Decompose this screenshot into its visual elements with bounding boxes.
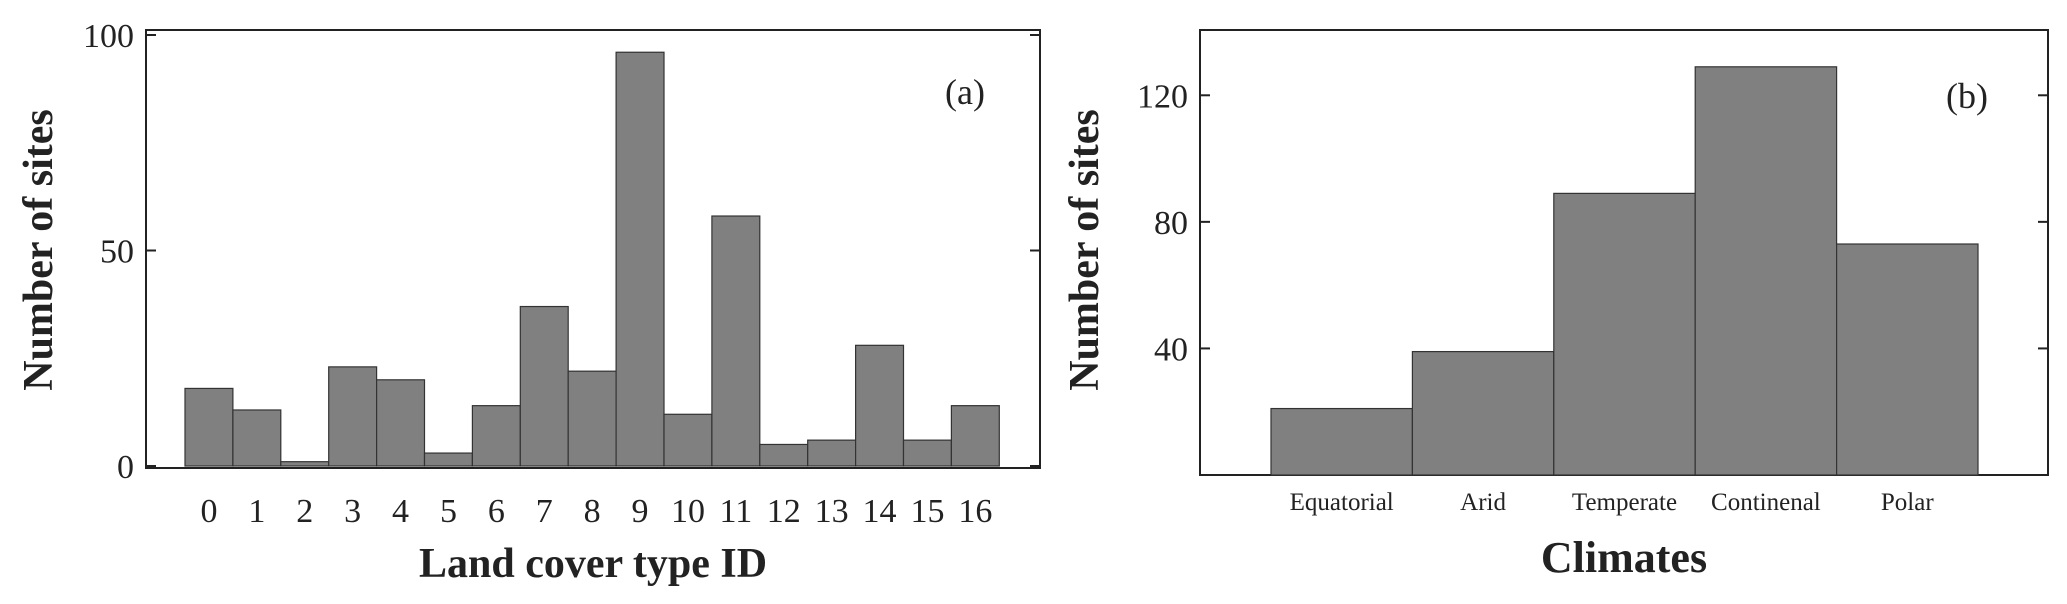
x-ticks-group-a: 0 1 2 3 4 5 6 7 8 9 10 11 12 13 14 15 16 bbox=[200, 493, 992, 530]
bar-a-12 bbox=[759, 443, 809, 467]
x-tick-label-a-2: 2 bbox=[296, 493, 313, 530]
bar-a-13 bbox=[807, 439, 857, 467]
plot-frame-a bbox=[145, 29, 1041, 469]
bar-a-9 bbox=[615, 51, 665, 467]
x-tick-label-a-16: 16 bbox=[958, 493, 992, 530]
panel-label-b: (b) bbox=[1946, 76, 1988, 116]
x-tick-label-a-13: 13 bbox=[815, 493, 849, 530]
bar-a-10 bbox=[663, 413, 713, 467]
bar-a-14 bbox=[854, 344, 905, 467]
x-tick-label-b-temperate: Temperate bbox=[1572, 489, 1677, 516]
x-tick-label-a-9: 9 bbox=[632, 493, 649, 530]
bars-group-a bbox=[184, 51, 1000, 467]
x-tick-label-a-0: 0 bbox=[200, 493, 217, 530]
x-tick-label-b-arid: Arid bbox=[1460, 489, 1506, 516]
x-tick-label-a-3: 3 bbox=[344, 493, 361, 530]
bar-a-8 bbox=[567, 370, 617, 467]
bar-b-continenal bbox=[1694, 66, 1838, 476]
x-tick-label-a-12: 12 bbox=[767, 493, 801, 530]
bar-a-1 bbox=[232, 409, 282, 467]
y-axis-title-b: Number of sites bbox=[1062, 109, 1108, 391]
x-axis-title-b: Climates bbox=[1541, 533, 1707, 582]
x-tick-label-a-15: 15 bbox=[910, 493, 944, 530]
bar-a-16 bbox=[950, 405, 1000, 467]
bar-a-5 bbox=[423, 452, 474, 467]
bar-a-3 bbox=[328, 366, 378, 467]
x-tick-label-a-10: 10 bbox=[671, 493, 705, 530]
x-tick-label-a-8: 8 bbox=[584, 493, 601, 530]
bar-a-0 bbox=[184, 387, 234, 467]
bars-group-b bbox=[1270, 66, 1979, 476]
panel-label-a: (a) bbox=[945, 72, 985, 112]
x-tick-label-a-4: 4 bbox=[392, 493, 409, 530]
y-tick-label-b-80: 80 bbox=[1154, 205, 1188, 242]
y-tick-label-a-100: 100 bbox=[83, 18, 134, 55]
x-axis-title-a: Land cover type ID bbox=[419, 541, 767, 587]
x-tick-label-a-11: 11 bbox=[719, 493, 752, 530]
bar-a-4 bbox=[376, 379, 426, 467]
bar-a-11 bbox=[711, 215, 761, 467]
y-tick-label-a-50: 50 bbox=[100, 234, 134, 271]
y-ticks-group-a: 0 50 100 bbox=[83, 18, 1040, 486]
x-tick-label-b-equatorial: Equatorial bbox=[1290, 489, 1394, 516]
x-tick-label-b-polar: Polar bbox=[1881, 489, 1934, 516]
x-tick-label-b-continenal: Continenal bbox=[1711, 489, 1821, 516]
chart-panel-b: 40 80 120 Equatorial Arid Temperate Continena… bbox=[1062, 29, 2049, 582]
bar-b-polar bbox=[1835, 243, 1979, 476]
bar-a-15 bbox=[902, 439, 953, 467]
bar-a-7 bbox=[519, 305, 569, 467]
x-tick-label-a-6: 6 bbox=[488, 493, 505, 530]
y-tick-label-b-40: 40 bbox=[1154, 331, 1188, 368]
y-ticks-group-b: 40 80 120 bbox=[1137, 78, 2048, 368]
x-tick-label-a-5: 5 bbox=[440, 493, 457, 530]
x-tick-label-a-14: 14 bbox=[863, 493, 897, 530]
y-tick-label-b-120: 120 bbox=[1137, 78, 1188, 115]
y-tick-label-a-0: 0 bbox=[117, 449, 134, 486]
x-tick-label-a-1: 1 bbox=[248, 493, 265, 530]
bar-a-6 bbox=[471, 405, 521, 467]
x-ticks-group-b: Equatorial Arid Temperate Continenal Polar bbox=[1290, 489, 1935, 516]
y-axis-title-a: Number of sites bbox=[16, 109, 62, 391]
bar-a-2 bbox=[280, 461, 330, 467]
x-tick-label-a-7: 7 bbox=[536, 493, 553, 530]
bar-b-temperate bbox=[1553, 192, 1696, 476]
bar-b-arid bbox=[1411, 350, 1555, 476]
bar-b-equatorial bbox=[1270, 407, 1413, 476]
